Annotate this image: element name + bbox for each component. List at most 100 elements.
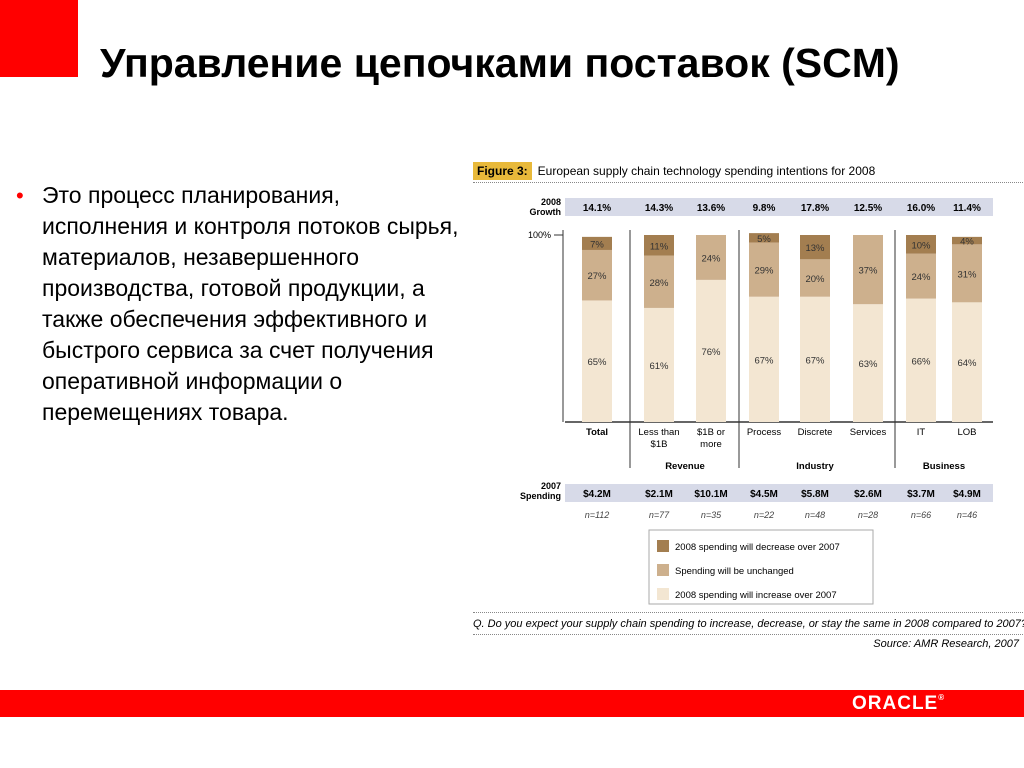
bar-data-label: 20%: [805, 274, 825, 285]
bar-data-label: 29%: [754, 266, 774, 277]
bar-segment: [696, 235, 726, 280]
growth-value: 14.1%: [583, 203, 611, 214]
bar-segment: [906, 235, 936, 254]
bar-segment: [952, 236, 982, 245]
bar-data-label: 28%: [649, 278, 669, 289]
footer-bar: [0, 690, 1024, 717]
legend-swatch: [657, 540, 669, 552]
survey-question: Q. Do you expect your supply chain spend…: [473, 618, 1024, 630]
bar-data-label: 61%: [649, 361, 669, 372]
bar-segment: [644, 255, 674, 308]
growth-row-label: Growth: [530, 207, 562, 217]
bar-data-label: 7%: [590, 239, 604, 250]
bar-segment: [644, 235, 674, 256]
x-tick-label: Discrete: [798, 427, 833, 438]
x-tick-label: $1B or: [697, 427, 725, 438]
question-divider-bottom: [473, 634, 1023, 635]
bar-segment: [906, 298, 936, 422]
bar-segment: [644, 307, 674, 422]
spending-row-band: [565, 484, 993, 502]
oracle-logo: ORACLE®: [852, 693, 945, 715]
spending-value: $2.6M: [854, 489, 882, 500]
sample-size: n=112: [585, 510, 610, 520]
bar-data-label: 31%: [957, 269, 977, 280]
group-label: Revenue: [665, 461, 705, 472]
group-label: Industry: [796, 461, 834, 472]
legend-swatch: [657, 564, 669, 576]
figure-source: Source: AMR Research, 2007: [873, 638, 1019, 650]
legend-label: 2008 spending will decrease over 2007: [675, 542, 840, 553]
spending-value: $2.1M: [645, 489, 673, 500]
sample-size: n=48: [805, 510, 825, 520]
bar-segment: [696, 279, 726, 422]
spending-row-label: 2007: [541, 481, 561, 491]
logo-registered-mark: ®: [938, 693, 946, 702]
bar-data-label: 65%: [587, 357, 607, 368]
bar-segment: [853, 304, 883, 422]
spending-row-label: Spending: [520, 491, 561, 501]
bar-data-label: 4%: [960, 237, 974, 248]
growth-value: 17.8%: [801, 203, 829, 214]
growth-value: 16.0%: [907, 203, 935, 214]
x-tick-label: Less than: [638, 427, 679, 438]
bar-segment: [582, 249, 612, 301]
bar-data-label: 27%: [587, 271, 607, 282]
growth-value: 9.8%: [753, 203, 776, 214]
x-tick-label: Services: [850, 427, 887, 438]
bar-data-label: 76%: [701, 347, 721, 358]
y-tick-label: 100%: [528, 230, 551, 240]
bar-data-label: 5%: [757, 234, 771, 245]
spending-value: $5.8M: [801, 489, 829, 500]
bar-data-label: 67%: [805, 355, 825, 366]
bullet-dot-icon: •: [16, 183, 24, 208]
spending-value: $4.5M: [750, 489, 778, 500]
x-tick-label: Total: [586, 427, 608, 438]
figure-caption-text: European supply chain technology spendin…: [537, 164, 876, 178]
corner-accent-block: [0, 0, 78, 77]
legend-swatch: [657, 588, 669, 600]
slide-title: Управление цепочками поставок (SCM): [100, 40, 900, 86]
sample-size: n=35: [701, 510, 722, 520]
bar-segment: [749, 296, 779, 422]
legend-label: 2008 spending will increase over 2007: [675, 590, 837, 601]
spending-value: $4.9M: [953, 489, 981, 500]
bar-segment: [582, 236, 612, 250]
bar-segment: [952, 244, 982, 303]
growth-value: 14.3%: [645, 203, 673, 214]
group-label: Business: [923, 461, 965, 472]
growth-value: 11.4%: [953, 203, 981, 214]
legend-box: [648, 529, 874, 605]
growth-value: 12.5%: [854, 203, 882, 214]
legend-label: Spending will be unchanged: [675, 566, 794, 577]
bar-data-label: 64%: [957, 358, 977, 369]
bar-segment: [800, 259, 830, 297]
bar-data-label: 24%: [701, 253, 721, 264]
spending-value: $3.7M: [907, 489, 935, 500]
bar-segment: [800, 235, 830, 260]
bar-data-label: 67%: [754, 355, 774, 366]
growth-row-label: 2008: [541, 197, 561, 207]
bar-data-label: 11%: [650, 241, 669, 252]
x-tick-label: LOB: [957, 427, 976, 438]
bar-data-label: 63%: [858, 359, 878, 370]
bar-segment: [749, 233, 779, 243]
caption-divider: [473, 182, 1023, 183]
bar-data-label: 66%: [911, 356, 931, 367]
bar-segment: [800, 296, 830, 422]
sample-size: n=46: [957, 510, 977, 520]
bar-data-label: 24%: [911, 272, 931, 283]
x-tick-label: more: [700, 439, 722, 450]
bar-segment: [749, 242, 779, 297]
question-divider-top: [473, 612, 1023, 613]
sample-size: n=22: [754, 510, 774, 520]
bullet-text: Это процесс планирования, исполнения и к…: [42, 182, 459, 425]
x-tick-label: $1B: [651, 439, 668, 450]
spending-value: $10.1M: [694, 489, 727, 500]
growth-value: 13.6%: [697, 203, 725, 214]
bar-data-label: 13%: [805, 243, 825, 254]
growth-row-band: [565, 198, 993, 216]
sample-size: n=66: [911, 510, 931, 520]
bar-segment: [952, 302, 982, 422]
spending-value: $4.2M: [583, 489, 611, 500]
